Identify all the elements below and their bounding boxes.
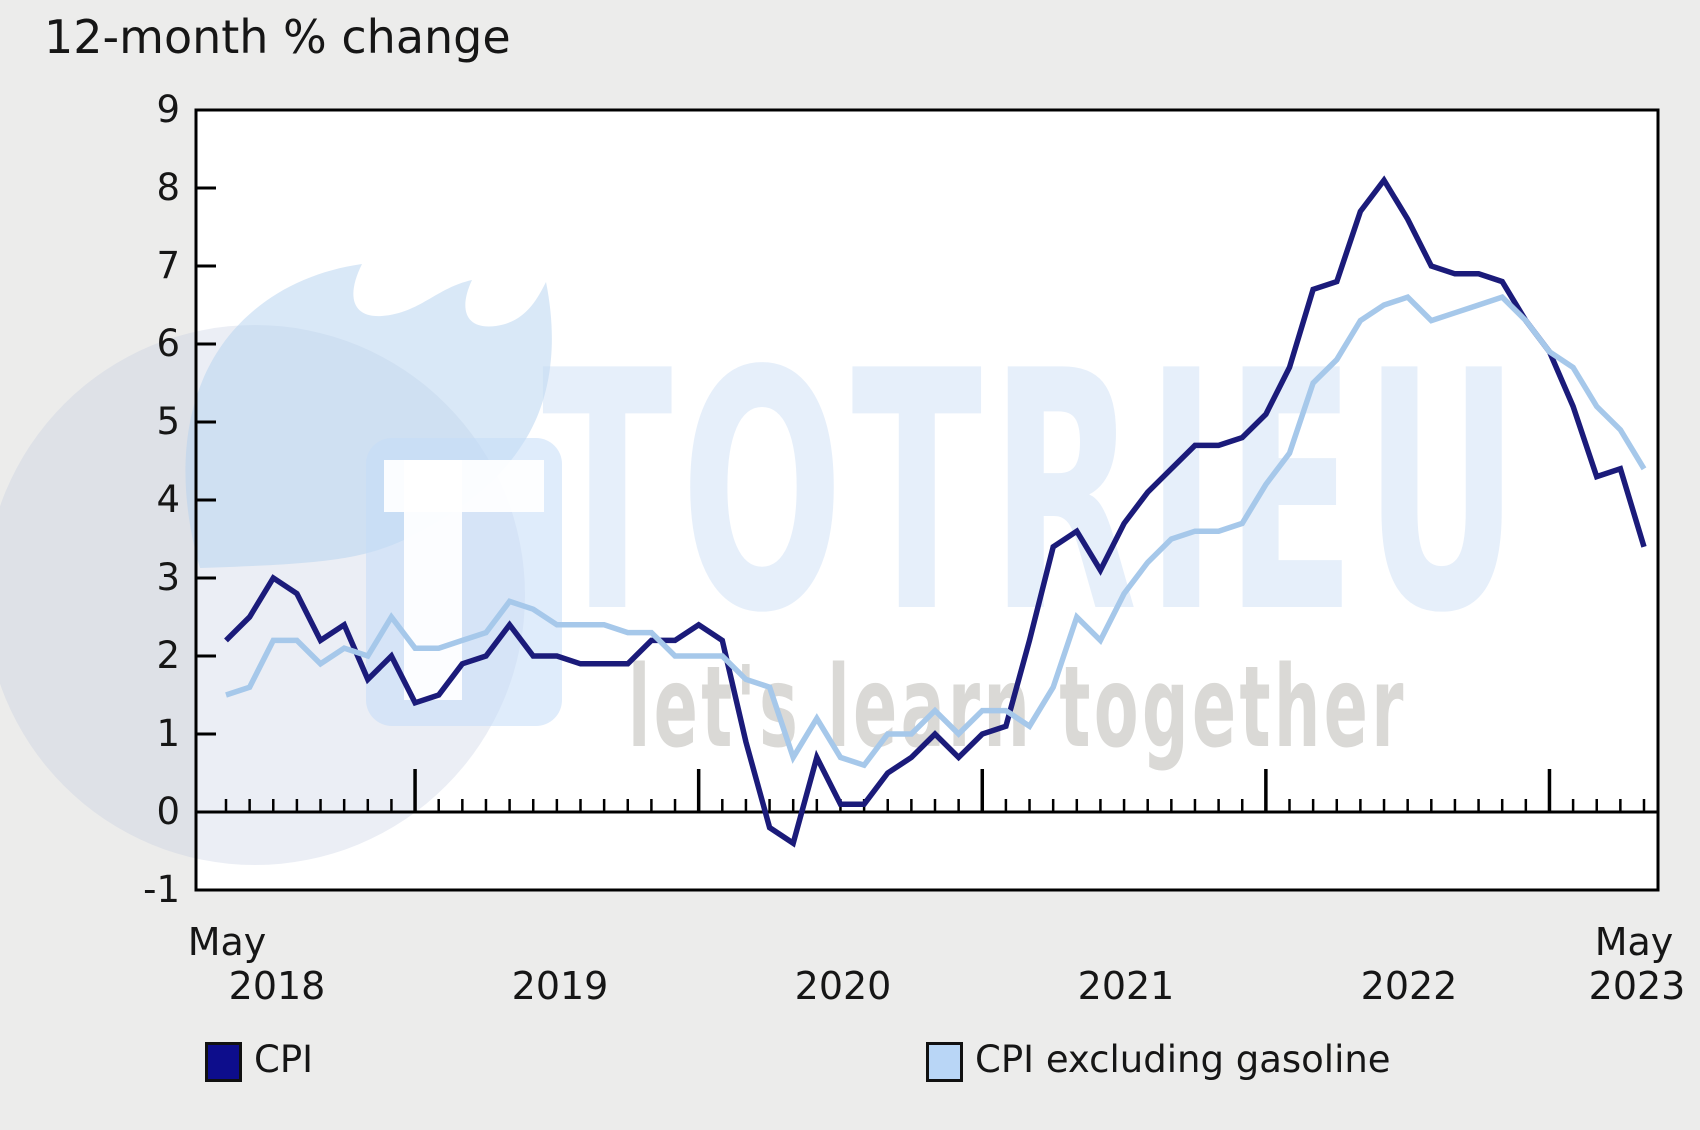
y-axis-label-3: 3 <box>156 556 180 599</box>
legend-swatch-cpi-excluding-gasoline <box>926 1042 963 1082</box>
x-label-2019: 2019 <box>511 964 609 1008</box>
legend-label-cpi: CPI <box>254 1038 314 1081</box>
x-label-2021: 2021 <box>1077 964 1175 1008</box>
y-axis-label--1: -1 <box>143 868 180 911</box>
y-axis-label-8: 8 <box>156 166 180 209</box>
line-series-cpi <box>224 175 1647 848</box>
y-axis-label-0: 0 <box>156 790 180 833</box>
y-axis-label-6: 6 <box>156 322 180 365</box>
y-axis-label-4: 4 <box>156 478 180 521</box>
x-label-2023: 2023 <box>1588 964 1686 1008</box>
y-axis-label-1: 1 <box>156 712 180 755</box>
x-label-may-left: May <box>187 920 267 964</box>
y-axis-label-9: 9 <box>156 88 180 131</box>
legend-swatch-cpi <box>205 1042 242 1082</box>
x-label-2018: 2018 <box>228 964 326 1008</box>
x-label-2022: 2022 <box>1360 964 1458 1008</box>
x-label-2020: 2020 <box>794 964 892 1008</box>
y-axis-label-7: 7 <box>156 244 180 287</box>
y-axis-label-2: 2 <box>156 634 180 677</box>
y-axis-label-5: 5 <box>156 400 180 443</box>
legend-label-cpi-excluding-gasoline: CPI excluding gasoline <box>975 1038 1391 1081</box>
x-label-may-right: May <box>1594 920 1674 964</box>
chart-title: 12-month % change <box>44 10 511 64</box>
line-series-cpi-excluding-gasoline <box>225 294 1647 769</box>
